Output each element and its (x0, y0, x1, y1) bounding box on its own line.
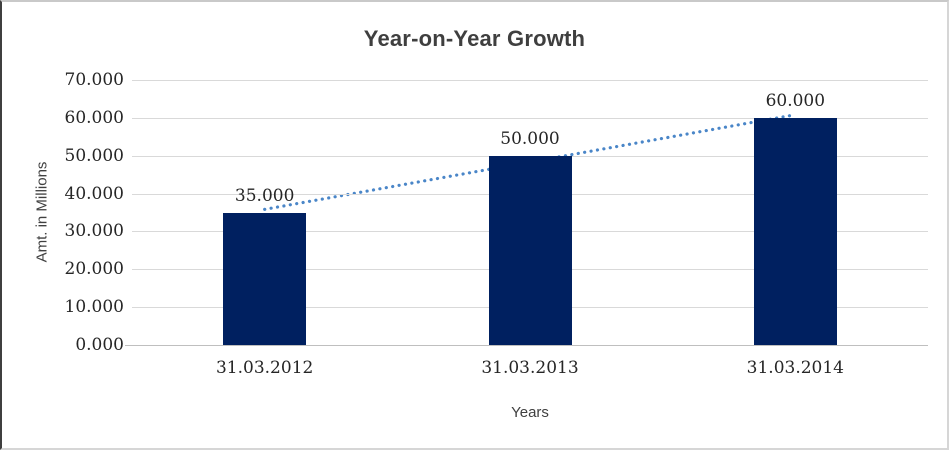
x-axis-line (125, 345, 928, 346)
chart-title: Year-on-Year Growth (363, 26, 586, 51)
y-tick-label: 50.000 (64, 145, 124, 166)
bar (753, 117, 837, 345)
bar-data-label: 60.000 (765, 90, 826, 111)
y-tick-label: 60.000 (64, 107, 124, 128)
bar (223, 212, 307, 345)
y-tick-label: 70.000 (64, 70, 124, 90)
x-axis-title: Years (511, 404, 549, 421)
gridline (132, 80, 928, 81)
x-tick-label: 31.03.2012 (215, 358, 314, 378)
bar-data-label: 50.000 (500, 128, 560, 149)
bar (488, 155, 572, 345)
y-tick-label: 20.000 (64, 259, 124, 280)
y-tick-label: 40.000 (64, 183, 124, 204)
y-tick-label: 10.000 (64, 297, 124, 318)
y-tick-label: 30.000 (64, 221, 124, 242)
y-tick-label: 0.000 (75, 335, 124, 355)
x-tick-label: 31.03.2014 (746, 358, 844, 378)
gridline (132, 117, 928, 119)
y-axis-title: Amt. in Millions (33, 161, 51, 263)
bar-data-label: 35.000 (234, 185, 295, 206)
x-tick-label: 31.03.2013 (481, 358, 579, 378)
